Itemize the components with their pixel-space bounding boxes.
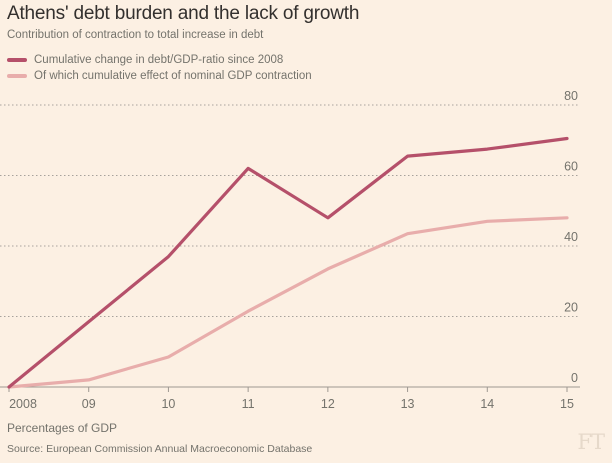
x-tick-label: 2008 (9, 397, 37, 411)
y-tick-label: 0 (571, 371, 578, 385)
y-tick-label: 40 (564, 230, 578, 244)
legend-item-gdp-contraction: Of which cumulative effect of nominal GD… (7, 68, 312, 84)
legend-swatch-debt-ratio (7, 58, 27, 62)
x-tick-label: 13 (401, 397, 415, 411)
legend-item-debt-ratio: Cumulative change in debt/GDP-ratio sinc… (7, 52, 283, 68)
chart-title: Athens' debt burden and the lack of grow… (7, 3, 360, 24)
legend-swatch-gdp-contraction (7, 74, 27, 78)
x-tick-label: 15 (560, 397, 574, 411)
series-line-debt-ratio (7, 136, 569, 389)
chart-subtitle: Contribution of contraction to total inc… (7, 29, 264, 41)
x-tick-label: 09 (82, 397, 96, 411)
units-label: Percentages of GDP (7, 421, 118, 435)
x-tick-label: 14 (480, 397, 494, 411)
x-tick-label: 11 (242, 397, 255, 411)
source-note: Source: European Commission Annual Macro… (7, 443, 313, 455)
x-tick-label: 12 (321, 397, 335, 411)
legend-label-gdp-contraction: Of which cumulative effect of nominal GD… (34, 70, 312, 82)
y-tick-label: 20 (564, 301, 578, 315)
series-line-gdp-contraction (7, 216, 569, 389)
ft-logo: FT (577, 430, 605, 454)
y-tick-label: 60 (564, 160, 578, 174)
legend-label-debt-ratio: Cumulative change in debt/GDP-ratio sinc… (34, 54, 284, 66)
y-tick-label: 80 (564, 89, 578, 103)
x-tick-label: 10 (161, 397, 175, 411)
